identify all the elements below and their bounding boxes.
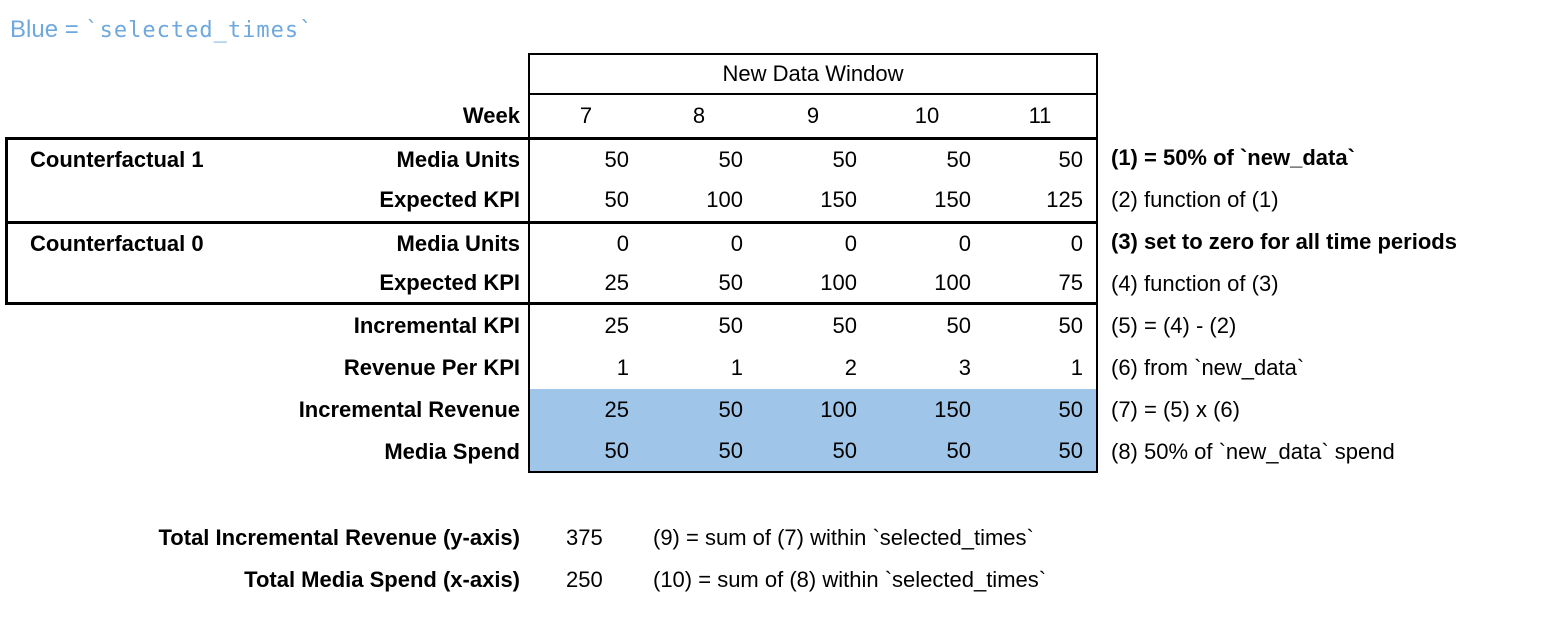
- week-header-cell: 8: [692, 103, 706, 128]
- data-cell: 50: [642, 137, 756, 179]
- data-cell: 50: [718, 313, 743, 338]
- annotation-9: (9) = sum of (7) within `selected_times`: [653, 525, 1034, 550]
- week-header-cell: 11: [984, 95, 1098, 137]
- spacer-cell: [5, 431, 300, 473]
- week-header-cell: 9: [806, 103, 820, 128]
- data-cell: 150: [820, 187, 857, 212]
- group-label-counterfactual-0: Counterfactual 0: [5, 221, 300, 263]
- data-cell: 50: [984, 137, 1098, 179]
- highlighted-data-cell: 50: [528, 431, 642, 473]
- week-label: Week: [462, 103, 520, 128]
- highlighted-data-cell: 50: [984, 389, 1098, 431]
- data-cell: 0: [756, 221, 870, 263]
- data-cell: 1: [984, 347, 1098, 389]
- annotation-7: (7) = (5) x (6): [1111, 397, 1240, 422]
- data-cell: 1: [528, 347, 642, 389]
- total-media-spend-value: 250: [566, 567, 603, 592]
- data-cell: 0: [642, 221, 756, 263]
- highlighted-data-cell: 50: [870, 431, 984, 473]
- data-cell: 1: [730, 355, 743, 380]
- total-media-spend-label: Total Media Spend (x-axis): [244, 567, 520, 592]
- spacer-cell: [1098, 53, 1532, 95]
- data-cell: 50: [756, 137, 870, 179]
- annotation-8: (8) 50% of `new_data` spend: [1111, 439, 1395, 464]
- spacer-cell: [1098, 95, 1532, 137]
- week-header-cell: 7: [528, 95, 642, 137]
- data-cell: 50: [832, 313, 857, 338]
- data-cell: 125: [984, 179, 1098, 221]
- spacer-cell: [5, 95, 300, 137]
- annotation-2: (2) function of (1): [1111, 187, 1279, 212]
- annotation-10: (10) = sum of (8) within `selected_times…: [653, 567, 1047, 592]
- data-cell: 100: [870, 263, 984, 305]
- data-cell: 25: [528, 263, 642, 305]
- annotation-3: (3) set to zero for all time periods: [1111, 229, 1457, 254]
- spacer-cell: [5, 263, 300, 305]
- data-cell: 25: [528, 305, 642, 347]
- highlighted-data-cell: 100: [756, 389, 870, 431]
- annotation-4: (4) function of (3): [1111, 271, 1279, 296]
- data-cell: 0: [984, 221, 1098, 263]
- highlighted-data-cell: 50: [756, 431, 870, 473]
- data-cell: 3: [958, 355, 971, 380]
- data-cell: 50: [528, 179, 642, 221]
- highlighted-data-cell: 50: [984, 431, 1098, 473]
- row-label: Expected KPI: [300, 263, 528, 305]
- spacer-cell: [5, 179, 300, 221]
- data-cell: 150: [934, 187, 971, 212]
- total-incremental-revenue-value: 375: [566, 525, 603, 550]
- data-cell: 50: [946, 313, 971, 338]
- row-label: Revenue Per KPI: [343, 355, 520, 380]
- data-cell: 50: [528, 137, 642, 179]
- highlighted-data-cell: 25: [528, 389, 642, 431]
- annotation-6: (6) from `new_data`: [1111, 355, 1305, 380]
- data-cell: 0: [870, 221, 984, 263]
- group-label-counterfactual-1: Counterfactual 1: [5, 137, 300, 179]
- row-label: Media Spend: [384, 439, 520, 464]
- data-cell: 100: [706, 187, 743, 212]
- highlighted-data-cell: 50: [642, 389, 756, 431]
- row-label: Incremental Revenue: [298, 397, 520, 422]
- data-cell: 2: [844, 355, 857, 380]
- highlighted-data-cell: 150: [870, 389, 984, 431]
- spacer-cell: [5, 53, 528, 95]
- row-label: Incremental KPI: [353, 313, 520, 338]
- spacer-cell: [5, 305, 300, 347]
- row-label: Expected KPI: [379, 187, 520, 212]
- legend-prefix: Blue =: [10, 16, 86, 43]
- data-cell: 50: [870, 137, 984, 179]
- row-label: Media Units: [300, 137, 528, 179]
- counterfactual-table: New Data Window Week 7 8 9 10 11 Counter…: [5, 53, 1532, 473]
- totals-section: Total Incremental Revenue (y-axis) 375 (…: [5, 517, 1533, 601]
- data-cell: 50: [984, 305, 1098, 347]
- week-header-cell: 10: [914, 103, 940, 128]
- annotation-1: (1) = 50% of `new_data`: [1111, 145, 1355, 170]
- legend-blue-selected-times: Blue = `selected_times`: [10, 16, 313, 44]
- data-cell: 100: [756, 263, 870, 305]
- spacer-cell: [5, 389, 300, 431]
- annotation-5: (5) = (4) - (2): [1111, 313, 1237, 338]
- legend-code-selected-times: `selected_times`: [85, 18, 314, 43]
- new-data-window-header: New Data Window: [528, 53, 1098, 95]
- spacer-cell: [5, 347, 300, 389]
- highlighted-data-cell: 50: [642, 431, 756, 473]
- row-label: Media Units: [300, 221, 528, 263]
- data-cell: 50: [642, 263, 756, 305]
- total-incremental-revenue-label: Total Incremental Revenue (y-axis): [158, 525, 521, 550]
- data-cell: 0: [528, 221, 642, 263]
- data-cell: 75: [984, 263, 1098, 305]
